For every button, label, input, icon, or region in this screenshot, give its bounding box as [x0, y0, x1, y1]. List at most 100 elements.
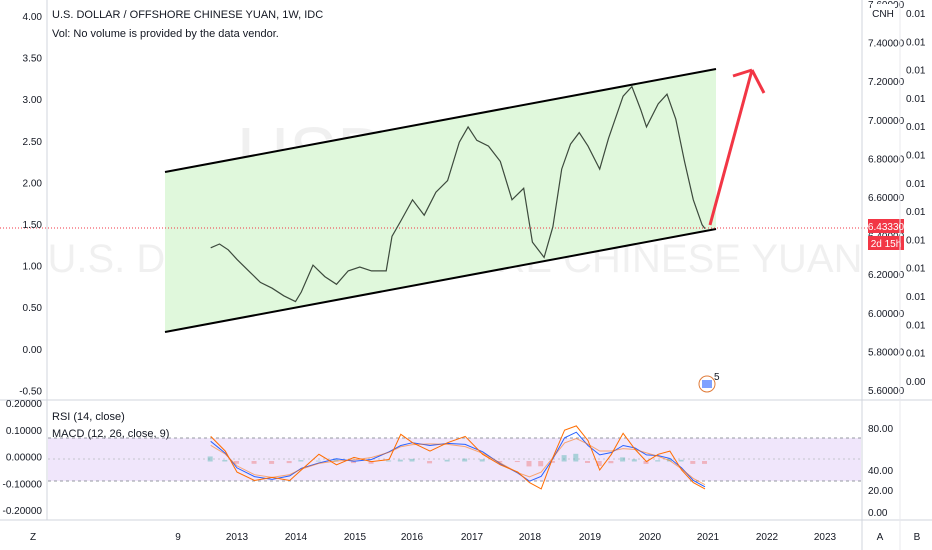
macd-histogram-bar [386, 460, 392, 462]
macd-histogram-bar [620, 457, 626, 462]
secondary-tick: 0.01 [906, 66, 926, 77]
time-tick: 2021 [697, 532, 720, 543]
macd-histogram-bar [643, 461, 649, 464]
macd-histogram-bar [409, 458, 415, 462]
time-tick: 2019 [579, 532, 602, 543]
right-price-tick: 7.20000 [868, 77, 905, 88]
channel-fill [165, 69, 716, 332]
time-axis[interactable]: 9 2013 2014 2015 2016 2017 2018 2019 2020 2021 202… [175, 532, 836, 543]
time-tick: 2015 [344, 532, 367, 543]
left-price-tick: 4.00 [23, 12, 43, 23]
macd-histogram-bar [333, 458, 339, 462]
left-price-tick: 3.50 [23, 54, 43, 65]
right-price-tick: 6.00000 [868, 309, 905, 320]
channel-lower-line[interactable] [164, 228, 717, 333]
macd-histogram-bar [608, 461, 614, 464]
secondary-tick: 0.01 [906, 235, 926, 246]
timezone-button[interactable]: Z [30, 532, 36, 543]
rsi-tick: 0.00 [868, 508, 888, 519]
macd-histogram-bar [561, 455, 567, 462]
right-price-tick: 5.60000 [868, 386, 905, 397]
right-rsi-axis: 80.00 40.00 20.00 0.00 [868, 424, 893, 519]
macd-histogram-bar [286, 461, 292, 464]
left-macd-axis: 0.20000 0.10000 0.00000 -0.10000 -0.20000 [3, 399, 43, 517]
left-price-tick: 1.50 [23, 220, 43, 231]
secondary-tick: 0.01 [906, 292, 926, 303]
macd-histogram-bar [462, 458, 468, 462]
right-price-tick: 6.80000 [868, 154, 905, 165]
signal-line[interactable] [210, 437, 706, 486]
right-secondary-axis: 0.01 0.01 0.01 0.01 0.01 0.01 0.01 0.01 0.01 0.01… [906, 9, 926, 388]
secondary-tick: 0.01 [906, 37, 926, 48]
time-tick: 2022 [756, 532, 779, 543]
macd-histogram-bar [573, 453, 579, 462]
left-price-axis: 4.00 3.50 3.00 2.50 2.00 1.50 1.00 0.50 0.00 -0.5… [19, 12, 42, 397]
macd-histogram-bar [315, 460, 321, 462]
macd-histogram-bar [514, 461, 520, 463]
secondary-tick: 0.01 [906, 320, 926, 331]
countdown-value: 2d 15h [871, 239, 902, 250]
secondary-tick: 0.01 [906, 179, 926, 190]
macd-histogram-bar [666, 458, 672, 462]
rsi-tick: 20.00 [868, 486, 893, 497]
right-price-axis[interactable]: 7.600007.400007.200007.000006.800006.600… [868, 0, 905, 397]
rsi-legend[interactable]: RSI (14, close) [52, 411, 125, 423]
chart-title: U.S. DOLLAR / OFFSHORE CHINESE YUAN, 1W,… [52, 9, 323, 21]
channel-upper-line[interactable] [164, 68, 717, 173]
macd-histogram-bar [690, 461, 696, 464]
macd-histogram-bar [351, 461, 356, 464]
time-tick: 2023 [814, 532, 837, 543]
macd-histogram-bar [479, 459, 485, 462]
left-macd-tick: -0.20000 [3, 506, 43, 517]
left-macd-tick: -0.10000 [3, 479, 43, 490]
macd-histogram-bar [222, 459, 228, 462]
macd-histogram-bar [497, 461, 503, 463]
rsi-tick: 80.00 [868, 424, 893, 435]
scale-toggle-button[interactable]: B [914, 532, 921, 543]
time-tick: 2018 [519, 532, 542, 543]
indicator-pane[interactable] [48, 425, 861, 490]
price-series-line[interactable] [210, 85, 706, 303]
rsi-line[interactable] [210, 425, 706, 490]
secondary-tick: 0.01 [906, 349, 926, 360]
auto-scale-button[interactable]: A [877, 532, 884, 543]
macd-histogram-bar [368, 461, 374, 464]
macd-histogram-bar [251, 461, 257, 464]
left-price-tick: 0.50 [23, 303, 43, 314]
macd-histogram-bar [427, 461, 433, 464]
right-price-tick: 6.60000 [868, 193, 905, 204]
events-icon[interactable]: 5 [698, 372, 720, 393]
macd-histogram-bar [444, 459, 450, 462]
left-price-tick: 3.00 [23, 95, 43, 106]
left-macd-tick: 0.10000 [6, 426, 43, 437]
macd-histogram-bar [207, 456, 213, 462]
secondary-tick: 0.01 [906, 207, 926, 218]
macd-histogram-bar [678, 459, 684, 462]
macd-legend[interactable]: MACD (12, 26, close, 9) [52, 428, 169, 440]
secondary-tick: 0.01 [906, 264, 926, 275]
macd-histogram [207, 453, 707, 467]
price-pane[interactable]: USDCNH, 1W U.S. DOLLAR / OFFSHORE CHINES… [0, 68, 870, 393]
right-price-tick: 5.80000 [868, 347, 905, 358]
time-tick: 9 [175, 532, 181, 543]
secondary-tick: 0.01 [906, 151, 926, 162]
macd-histogram-bar [549, 461, 555, 463]
macd-histogram-bar [526, 461, 532, 467]
macd-histogram-bar [655, 460, 661, 462]
last-price-badge: 6.43330 2d 15h [868, 219, 905, 250]
macd-histogram-bar [298, 460, 304, 462]
projection-arrow[interactable] [708, 68, 766, 226]
rsi-tick: 40.00 [868, 466, 893, 477]
right-price-tick: 7.40000 [868, 39, 905, 50]
secondary-tick: 0.00 [906, 377, 926, 388]
left-price-tick: 1.00 [23, 262, 43, 273]
left-macd-tick: 0.00000 [6, 453, 43, 464]
currency-label: CNH [872, 9, 894, 20]
macd-histogram-bar [596, 461, 602, 467]
time-tick: 2014 [285, 532, 308, 543]
time-tick: 2013 [226, 532, 249, 543]
right-price-tick: 6.20000 [868, 270, 905, 281]
right-price-tick: 7.00000 [868, 116, 905, 127]
macd-histogram-bar [538, 461, 544, 467]
